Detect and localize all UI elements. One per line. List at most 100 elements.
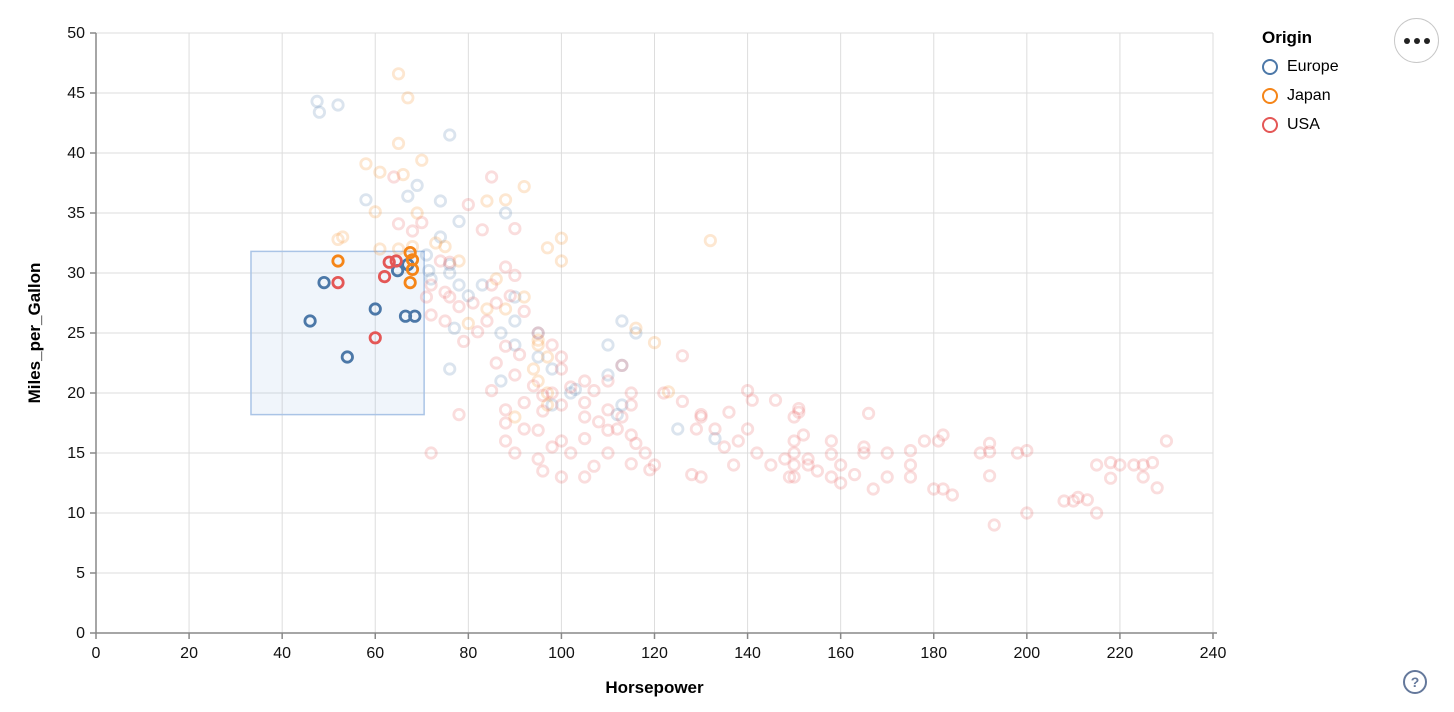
x-tick-label: 180 (920, 645, 947, 662)
data-point (703, 234, 717, 248)
x-tick-label: 140 (734, 645, 761, 662)
help-button[interactable]: ? (1403, 670, 1427, 694)
data-point (629, 321, 643, 335)
data-point (480, 314, 494, 328)
x-tick-label: 0 (92, 645, 101, 662)
data-point (564, 380, 578, 394)
data-point (880, 446, 894, 460)
data-point (461, 198, 475, 212)
data-point (498, 302, 513, 316)
data-point (610, 407, 624, 422)
x-tick-label: 20 (180, 645, 198, 662)
x-axis-title: Horsepower (605, 678, 704, 697)
selected-data-point (403, 275, 417, 290)
data-point (801, 458, 815, 472)
ellipsis-icon (1423, 37, 1430, 44)
data-point (540, 350, 555, 364)
data-point (750, 446, 764, 460)
data-point (1080, 493, 1094, 507)
data-point (740, 422, 755, 436)
data-point (443, 257, 457, 272)
data-point (578, 470, 592, 484)
data-point (438, 240, 452, 254)
data-point (792, 405, 806, 419)
data-point (629, 326, 643, 340)
data-point (396, 168, 410, 182)
selected-data-point (389, 254, 403, 268)
data-point (587, 383, 601, 398)
data-point (545, 440, 559, 454)
data-point (489, 296, 503, 310)
ellipsis-icon (1413, 37, 1420, 44)
selected-points-layer (303, 246, 422, 364)
data-point (1010, 446, 1025, 460)
data-point (717, 440, 731, 454)
data-point (578, 431, 592, 446)
legend-entry-europe: Europe (1262, 58, 1339, 76)
data-point (848, 467, 862, 482)
data-point (526, 379, 541, 393)
data-point (410, 178, 424, 192)
data-point (903, 443, 918, 458)
data-point (740, 383, 755, 398)
data-point (1127, 458, 1141, 472)
data-point (1104, 471, 1118, 485)
x-tick-label: 200 (1013, 645, 1040, 662)
data-point (531, 350, 545, 364)
data-point (675, 394, 690, 408)
data-point (624, 398, 638, 412)
data-point (419, 248, 434, 262)
data-point (671, 422, 685, 436)
data-point (508, 338, 522, 352)
data-point (438, 285, 452, 299)
selected-data-point (303, 314, 317, 328)
data-point (461, 316, 475, 330)
data-point (480, 302, 494, 316)
y-tick-label: 50 (67, 25, 85, 42)
data-point (615, 314, 629, 328)
data-point (787, 458, 801, 472)
data-point (578, 410, 592, 424)
japan-ring-icon (1262, 88, 1278, 104)
europe-ring-icon (1262, 59, 1278, 75)
data-point (508, 290, 522, 304)
data-point (554, 254, 569, 268)
data-point (857, 446, 871, 460)
x-tick-label: 40 (273, 645, 291, 662)
data-point (787, 446, 801, 460)
data-point (531, 374, 545, 388)
data-point (312, 105, 326, 119)
data-point (810, 464, 824, 478)
data-point (685, 467, 699, 482)
legend-label: USA (1287, 116, 1320, 133)
data-point (443, 362, 457, 376)
data-point (331, 98, 345, 112)
data-point (731, 434, 745, 448)
legend-entry-usa: USA (1262, 116, 1339, 134)
data-point (433, 254, 448, 268)
data-point (647, 335, 662, 350)
data-point (531, 326, 545, 340)
selected-data-point (377, 269, 392, 284)
data-point (438, 314, 452, 328)
y-tick-label: 10 (67, 505, 85, 522)
data-point (443, 128, 457, 142)
data-point (1150, 481, 1164, 495)
y-tick-label: 25 (67, 325, 85, 342)
data-point (801, 452, 815, 466)
data-point (554, 350, 569, 364)
data-point (401, 189, 415, 203)
vega-actions-menu-button[interactable] (1394, 18, 1439, 63)
data-point (624, 457, 638, 471)
data-point (554, 362, 569, 376)
data-point (601, 374, 615, 388)
data-point (452, 407, 466, 422)
question-mark-icon: ? (1410, 674, 1420, 690)
y-axis-title: Miles_per_Gallon (25, 263, 44, 404)
data-point (508, 368, 522, 382)
data-point (657, 386, 671, 400)
data-point (498, 193, 513, 207)
usa-ring-icon (1262, 117, 1278, 133)
data-point (531, 423, 545, 437)
